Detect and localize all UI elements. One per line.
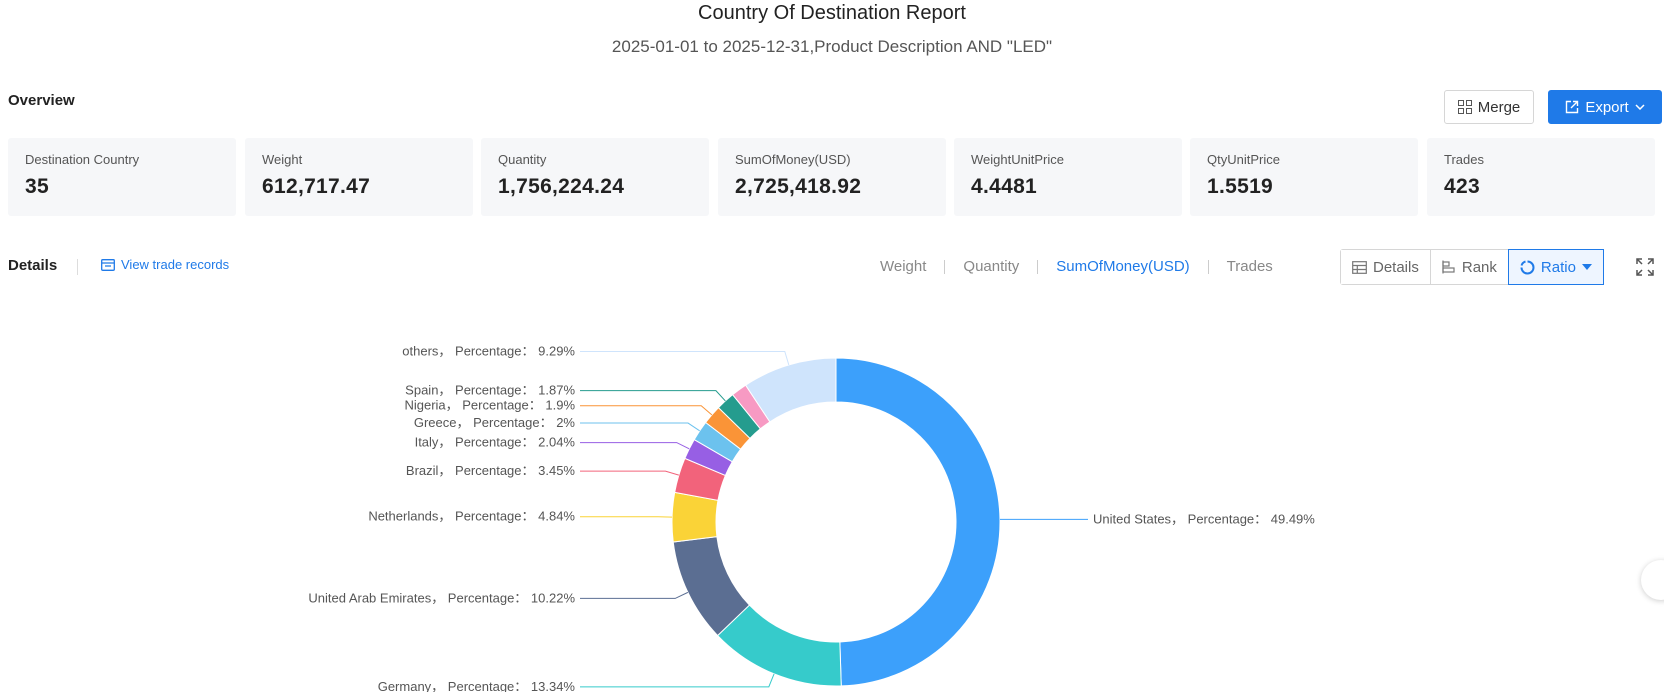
stat-card-weight-unit-price: WeightUnitPrice 4.4481 (954, 138, 1182, 216)
slice-label-germany: Germany， Percentage： 13.34% (378, 679, 576, 692)
stat-value: 612,717.47 (262, 175, 371, 198)
slice-label-italy: Italy， Percentage： 2.04% (415, 435, 576, 450)
stat-card-qty-unit-price: QtyUnitPrice 1.5519 (1190, 138, 1418, 216)
leader-line-others (580, 351, 790, 366)
stat-label: SumOfMoney(USD) (735, 152, 851, 167)
divider (944, 259, 946, 274)
view-trade-records-link[interactable]: View trade records (101, 257, 229, 272)
stat-label: WeightUnitPrice (971, 152, 1064, 167)
slice-label-united-arab-emirates: United Arab Emirates， Percentage： 10.22% (308, 590, 575, 605)
metric-tabs: Weight Quantity SumOfMoney(USD) Trades (880, 258, 1273, 275)
stat-card-quantity: Quantity 1,756,224.24 (481, 138, 709, 216)
leader-line-greece (580, 422, 700, 432)
overview-heading: Overview (8, 92, 75, 109)
stat-label: Destination Country (25, 152, 140, 167)
report-title: Country Of Destination Report (698, 2, 966, 24)
stat-value: 35 (25, 175, 49, 198)
report-subtitle: 2025-01-01 to 2025-12-31,Product Descrip… (611, 37, 1053, 56)
fullscreen-icon (1636, 258, 1654, 276)
stat-value: 4.4481 (971, 175, 1038, 198)
divider (1037, 259, 1039, 274)
slice-label-others: others， Percentage： 9.29% (402, 344, 575, 359)
details-heading: Details (8, 257, 58, 274)
leader-line-germany (580, 673, 775, 688)
details-view-button[interactable]: Details (1341, 250, 1431, 284)
details-view-label: Details (1373, 258, 1419, 276)
view-toggle-group: Details Rank Ratio (1340, 249, 1604, 285)
ratio-donut-chart: United States， Percentage： 49.49% Germany… (308, 344, 1315, 692)
stat-card-sum-of-money: SumOfMoney(USD) 2,725,418.92 (718, 138, 946, 216)
slice-label-spain: Spain， Percentage： 1.87% (405, 383, 575, 398)
tab-weight[interactable]: Weight (880, 258, 927, 275)
leader-line-italy (580, 442, 690, 450)
leader-line-nigeria (580, 405, 713, 416)
ratio-view-button[interactable]: Ratio (1507, 249, 1604, 285)
rank-view-button[interactable]: Rank (1430, 250, 1509, 284)
caret-down-icon (1581, 263, 1592, 270)
slice-label-netherlands: Netherlands， Percentage： 4.84% (368, 509, 575, 524)
tab-sum-of-money[interactable]: SumOfMoney(USD) (1056, 258, 1190, 275)
rank-view-label: Rank (1461, 258, 1497, 276)
ratio-view-label: Ratio (1540, 258, 1576, 276)
stat-card-trades: Trades 423 (1427, 138, 1655, 216)
export-label: Export (1585, 98, 1629, 116)
stat-label: QtyUnitPrice (1207, 152, 1280, 167)
stat-label: Quantity (498, 152, 547, 167)
slice-label-brazil: Brazil， Percentage： 3.45% (406, 463, 576, 478)
view-trade-records-label: View trade records (121, 257, 230, 272)
merge-label: Merge (1477, 98, 1521, 116)
leader-line-brazil (580, 470, 679, 476)
tab-quantity[interactable]: Quantity (963, 258, 1020, 275)
fullscreen-button[interactable] (1636, 258, 1654, 281)
leader-line-spain (580, 390, 726, 402)
export-button[interactable]: Export (1548, 90, 1662, 124)
stat-label: Weight (262, 152, 303, 167)
slice-label-united-states: United States， Percentage： 49.49% (1093, 511, 1315, 526)
slice-united-states[interactable] (835, 357, 1001, 687)
stat-value: 423 (1444, 175, 1480, 198)
slice-netherlands[interactable] (671, 491, 719, 543)
divider (77, 259, 78, 275)
slice-label-nigeria: Nigeria， Percentage： 1.9% (404, 398, 575, 413)
chevron-down-icon (1635, 104, 1645, 110)
stat-card-destination-country: Destination Country 35 (8, 138, 236, 216)
tab-trades[interactable]: Trades (1226, 258, 1273, 275)
stat-value: 1.5519 (1207, 175, 1274, 198)
merge-icon (1457, 100, 1472, 114)
stat-card-weight: Weight 612,717.47 (245, 138, 473, 216)
rank-icon (1442, 260, 1455, 274)
merge-button[interactable]: Merge (1444, 90, 1534, 124)
leader-line-united-arab-emirates (580, 591, 689, 599)
slice-others[interactable] (744, 357, 837, 423)
table-icon (1352, 260, 1367, 274)
ratio-icon (1520, 260, 1535, 274)
slice-label-greece: Greece， Percentage： 2% (414, 415, 576, 430)
floating-help-button[interactable] (1641, 560, 1664, 600)
external-link-icon (1566, 100, 1579, 114)
divider (1207, 259, 1209, 274)
stat-label: Trades (1444, 152, 1484, 167)
stat-value: 1,756,224.24 (498, 175, 625, 198)
stat-value: 2,725,418.92 (735, 175, 862, 198)
records-icon (101, 258, 115, 271)
